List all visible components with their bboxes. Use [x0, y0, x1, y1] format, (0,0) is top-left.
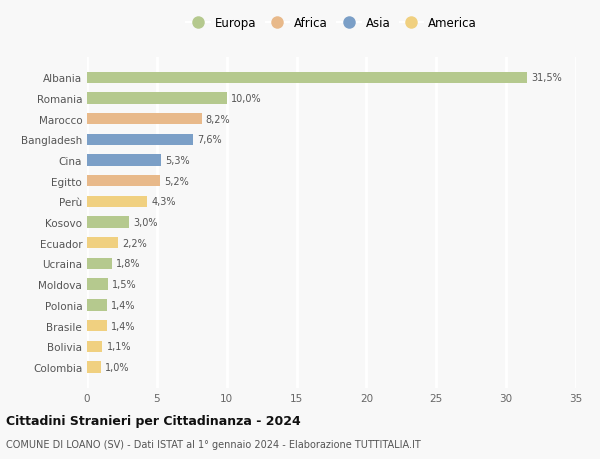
- Text: 1,4%: 1,4%: [111, 321, 135, 331]
- Text: 1,8%: 1,8%: [116, 259, 141, 269]
- Bar: [87, 300, 107, 311]
- Text: 1,5%: 1,5%: [112, 280, 137, 290]
- Bar: [87, 341, 103, 352]
- Bar: [87, 134, 193, 146]
- Bar: [87, 155, 161, 166]
- Text: 5,2%: 5,2%: [164, 176, 188, 186]
- Legend: Europa, Africa, Asia, America: Europa, Africa, Asia, America: [183, 14, 480, 34]
- Text: 31,5%: 31,5%: [531, 73, 562, 83]
- Bar: [87, 320, 107, 331]
- Bar: [87, 196, 147, 207]
- Text: 8,2%: 8,2%: [206, 114, 230, 124]
- Bar: [87, 238, 118, 249]
- Text: Cittadini Stranieri per Cittadinanza - 2024: Cittadini Stranieri per Cittadinanza - 2…: [6, 414, 301, 428]
- Bar: [87, 176, 160, 187]
- Text: 1,4%: 1,4%: [111, 300, 135, 310]
- Bar: [87, 73, 527, 84]
- Text: 1,0%: 1,0%: [105, 362, 130, 372]
- Bar: [87, 362, 101, 373]
- Text: 7,6%: 7,6%: [197, 135, 222, 145]
- Text: 4,3%: 4,3%: [151, 197, 176, 207]
- Text: COMUNE DI LOANO (SV) - Dati ISTAT al 1° gennaio 2024 - Elaborazione TUTTITALIA.I: COMUNE DI LOANO (SV) - Dati ISTAT al 1° …: [6, 440, 421, 449]
- Text: 10,0%: 10,0%: [231, 94, 262, 104]
- Text: 2,2%: 2,2%: [122, 238, 146, 248]
- Bar: [87, 217, 129, 228]
- Bar: [87, 258, 112, 269]
- Bar: [87, 93, 227, 104]
- Bar: [87, 279, 108, 290]
- Text: 3,0%: 3,0%: [133, 218, 158, 228]
- Text: 5,3%: 5,3%: [165, 156, 190, 166]
- Bar: [87, 114, 202, 125]
- Text: 1,1%: 1,1%: [107, 341, 131, 352]
